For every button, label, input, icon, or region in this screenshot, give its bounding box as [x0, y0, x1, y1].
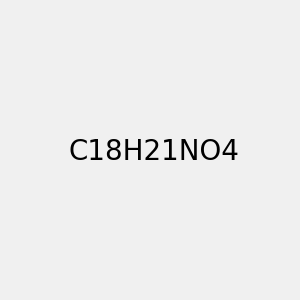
Text: C18H21NO4: C18H21NO4: [68, 137, 239, 166]
